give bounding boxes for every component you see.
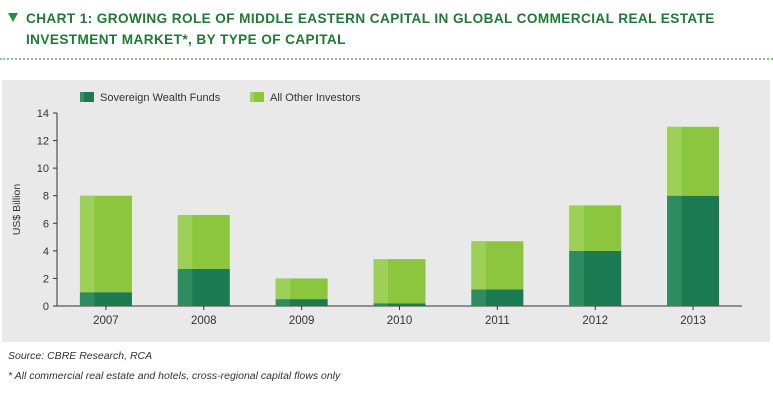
dotted-divider [0, 58, 773, 60]
x-tick-label: 2011 [485, 315, 510, 327]
y-tick-label: 14 [37, 108, 49, 120]
x-tick-label: 2007 [93, 315, 119, 327]
y-tick-label: 10 [37, 163, 49, 175]
y-tick-label: 2 [43, 273, 49, 285]
bar-highlight-other-2008 [177, 215, 193, 269]
bar-highlight-sovereign-2011 [471, 289, 486, 306]
y-tick-label: 8 [43, 191, 49, 203]
stacked-bar-chart: 0 2 4 6 8 10 12 14 US$ Billion 2007 2008 2009 2010 20… [11, 92, 742, 327]
bar-highlight-other-2012 [569, 205, 584, 251]
bar-highlight-other-2013 [667, 126, 682, 196]
source-note: Source: CBRE Research, RCA [8, 350, 153, 362]
y-tick-label: 4 [43, 246, 49, 258]
bar-highlight-sovereign-2012 [569, 250, 584, 306]
bar-highlight-sovereign-2013 [667, 195, 682, 306]
legend-swatch-highlight-sovereign [80, 92, 84, 102]
bar-highlight-sovereign-2008 [177, 268, 193, 306]
bar-highlight-other-2011 [471, 241, 486, 290]
x-tick-label: 2013 [680, 315, 706, 327]
legend-label-other: All Other Investors [270, 92, 361, 104]
legend-swatch-highlight-other [250, 92, 254, 102]
legend-label-sovereign: Sovereign Wealth Funds [100, 92, 221, 104]
bar-highlight-sovereign-2009 [275, 299, 291, 306]
legend-swatch-other [250, 92, 264, 102]
footnote: * All commercial real estate and hotels,… [8, 370, 341, 382]
bar-highlight-sovereign-2007 [79, 292, 95, 306]
bar-highlight-other-2007 [79, 195, 95, 293]
x-tick-label: 2010 [387, 315, 413, 327]
bar-sovereign-2010 [373, 303, 426, 306]
x-tick-label: 2008 [191, 315, 217, 327]
legend-swatch-sovereign [80, 92, 94, 102]
x-tick-label: 2009 [289, 315, 315, 327]
x-tick-label: 2012 [582, 315, 608, 327]
y-tick-label: 12 [37, 136, 49, 148]
triangle-bullet-icon [8, 13, 18, 22]
bar-sovereign-2009 [275, 299, 328, 306]
y-tick-label: 0 [43, 301, 49, 313]
chart-title: CHART 1: GROWING ROLE OF MIDDLE EASTERN … [26, 11, 715, 47]
y-axis-label: US$ Billion [11, 184, 23, 236]
bar-highlight-other-2009 [275, 278, 291, 300]
chart-panel: 0 2 4 6 8 10 12 14 US$ Billion 2007 2008 2009 2010 20… [2, 80, 770, 342]
bar-highlight-other-2010 [373, 259, 389, 304]
y-tick-label: 6 [43, 218, 49, 230]
bar-highlight-sovereign-2010 [373, 303, 389, 306]
